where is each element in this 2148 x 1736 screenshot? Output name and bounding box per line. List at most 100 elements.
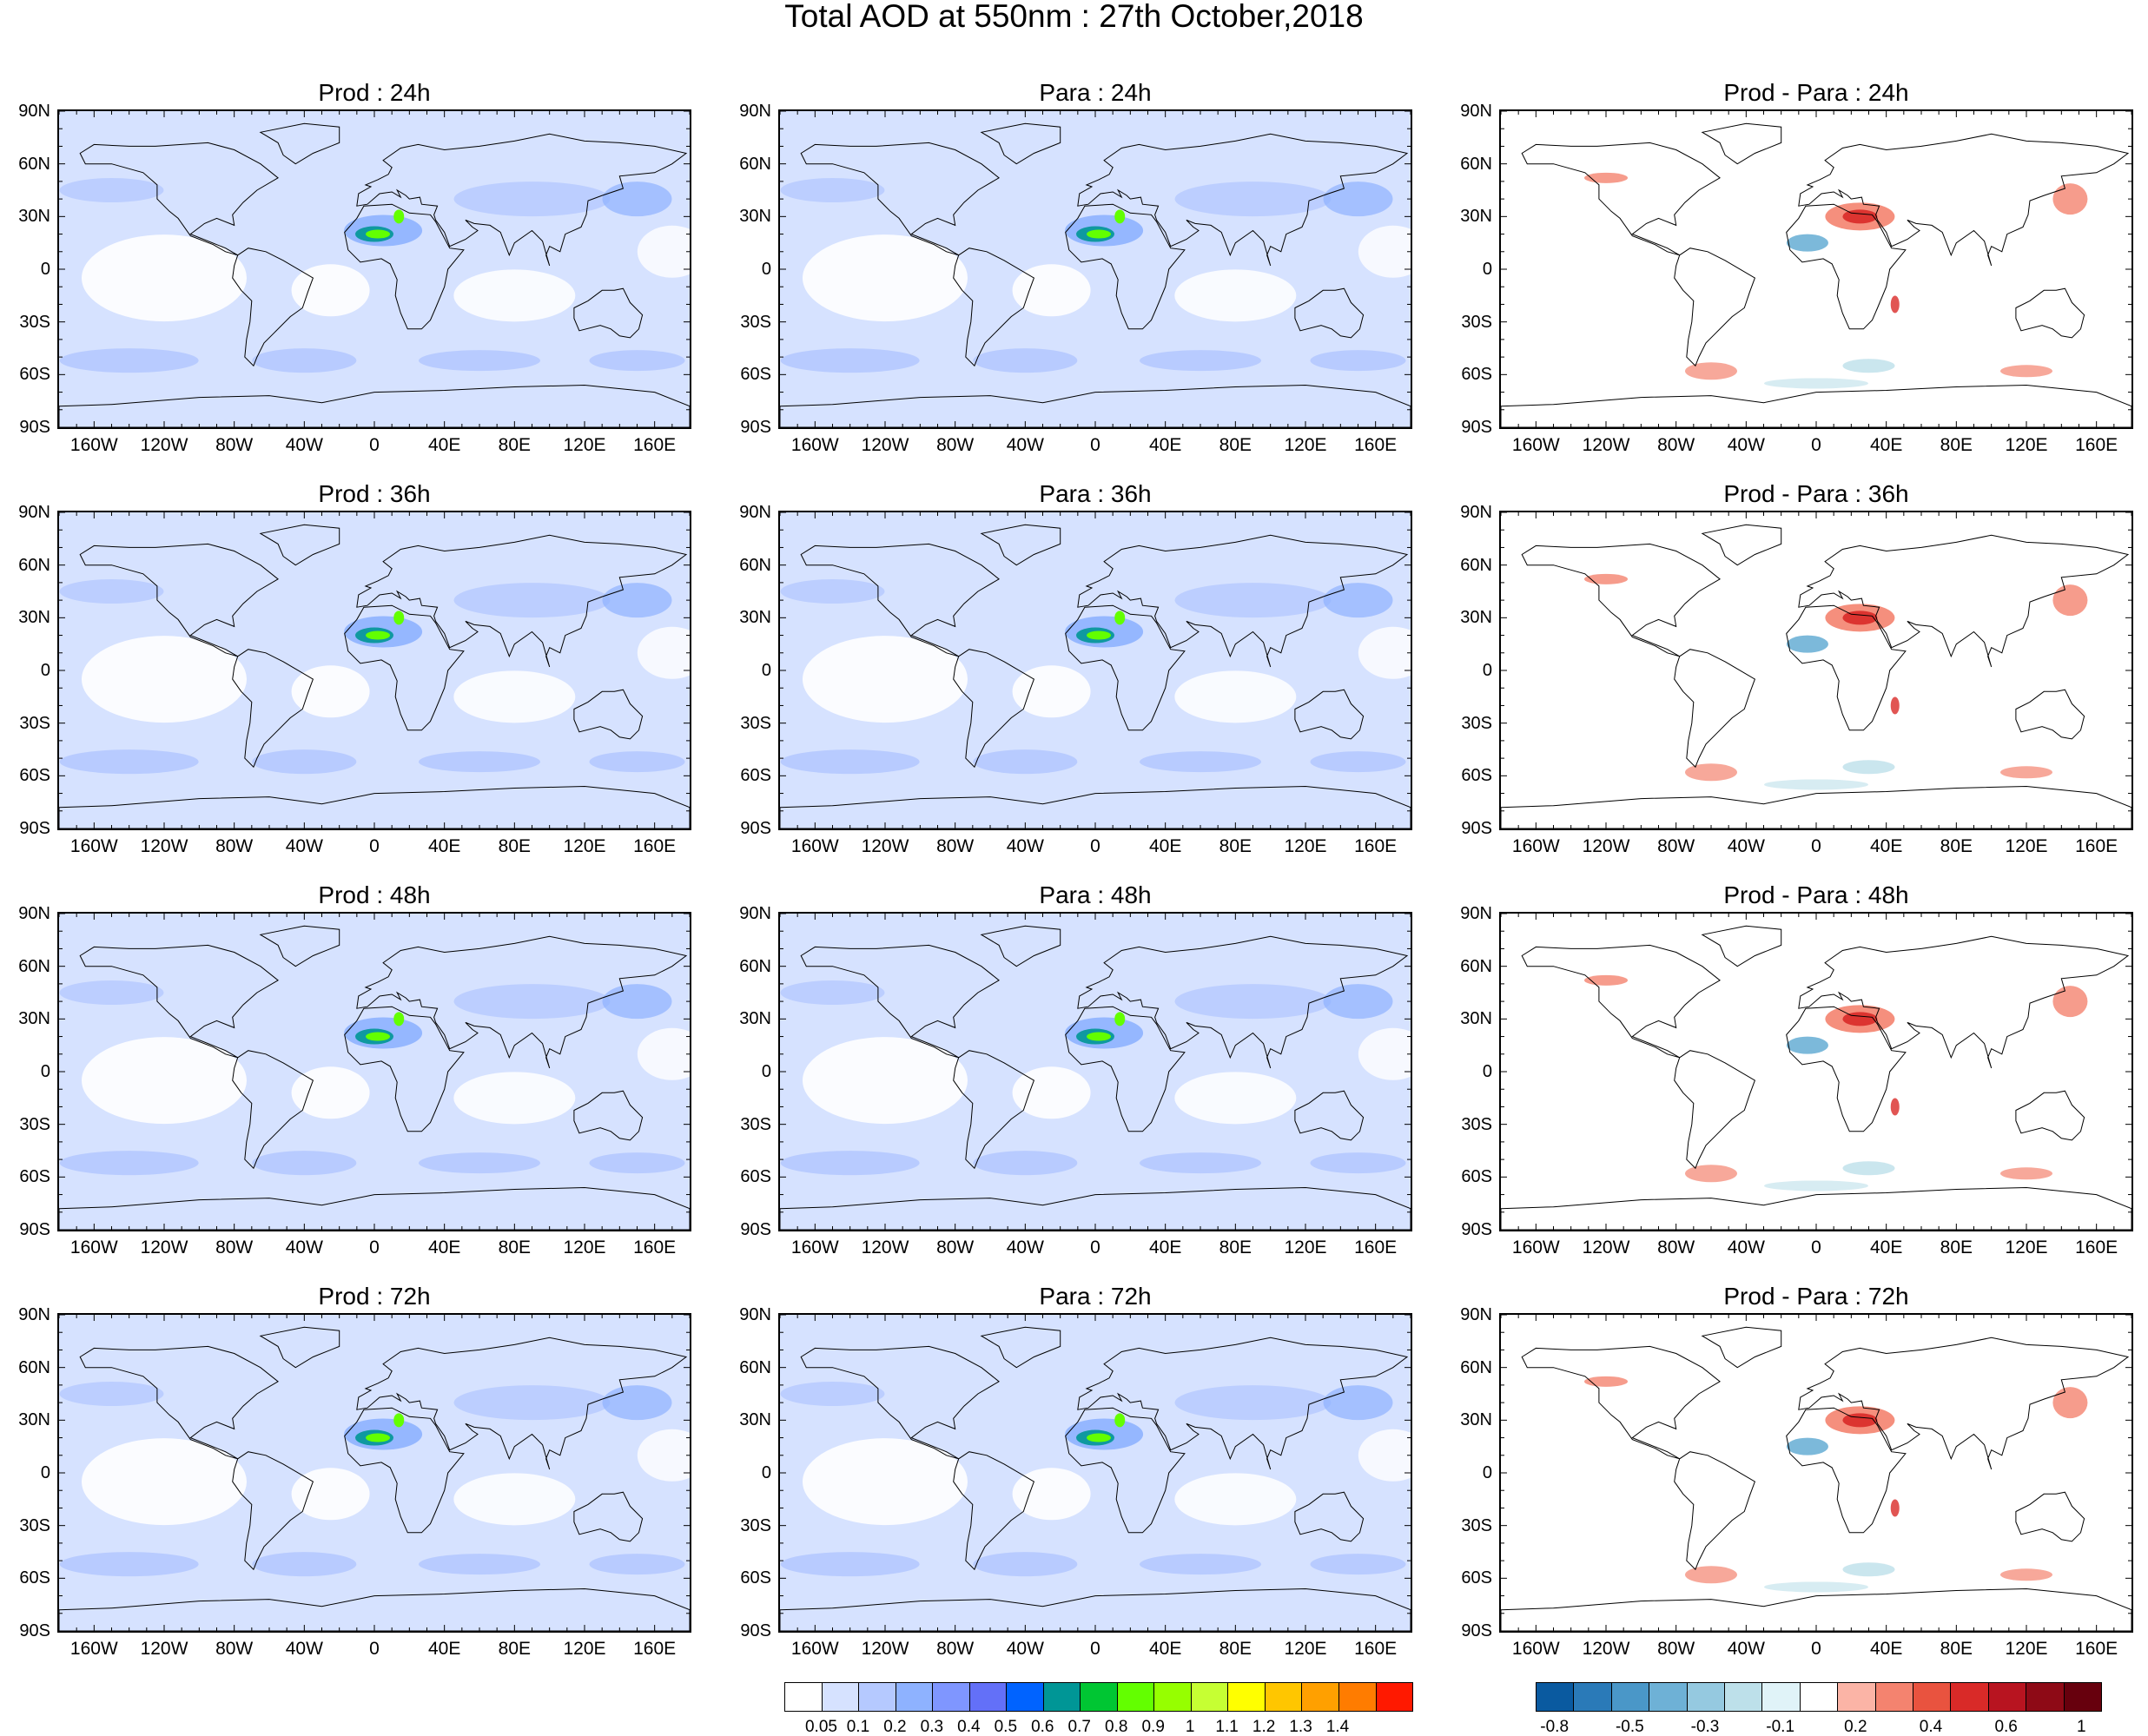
longitude-label: 0: [1090, 1238, 1100, 1257]
coastline: [1065, 604, 1186, 731]
latitude-label: 30S: [1461, 713, 1492, 733]
map-panel: Prod : 72h 90N 60N 30N 0 30S 60S 90S 160W 120W 80W…: [18, 1282, 691, 1664]
coastline: [780, 1186, 1411, 1230]
latitude-label: 90N: [739, 503, 771, 522]
latitude-label: 60N: [18, 555, 50, 575]
low-aod-area: [82, 636, 247, 723]
map-panel: Prod : 48h 90N 60N 30N 0 30S 60S 90S 160W 120W 80W…: [18, 881, 691, 1263]
latitude-label: 0: [1482, 1463, 1492, 1482]
low-aod-area: [82, 1037, 247, 1125]
aod-band: [780, 178, 885, 202]
coastline: [1501, 1186, 2131, 1230]
colorbar-swatch: [896, 1683, 934, 1711]
longitude-label: 160E: [2075, 435, 2118, 455]
coastline: [1521, 142, 1721, 256]
longitude-label: 160E: [1354, 1639, 1398, 1659]
coastline: [780, 785, 1411, 828]
world-map: [778, 1313, 1412, 1633]
latitude-label: 0: [761, 1062, 771, 1081]
dust-core: [1114, 209, 1126, 224]
latitude-label: 30N: [739, 608, 771, 628]
positive-difference: [1890, 295, 1900, 314]
panel-title: Para : 72h: [1039, 1283, 1152, 1310]
negative-difference: [1764, 1180, 1868, 1191]
longitude-label: 80E: [1219, 836, 1252, 856]
dust-core: [393, 611, 405, 625]
negative-difference: [1842, 1161, 1895, 1176]
dust-core: [366, 1433, 391, 1442]
positive-difference: [1890, 1098, 1900, 1116]
latitude-label: 0: [761, 260, 771, 279]
latitude-label: 60S: [1461, 1568, 1492, 1588]
latitude-label: 90S: [19, 1621, 50, 1640]
latitude-label: 90S: [19, 418, 50, 437]
world-map: [57, 912, 691, 1231]
negative-difference: [1786, 234, 1828, 252]
longitude-label: 40W: [1006, 1639, 1044, 1659]
dust-core: [366, 630, 391, 640]
latitude-label: 90S: [740, 1220, 771, 1239]
latitude-label: 0: [1482, 1062, 1492, 1081]
coastline: [1065, 203, 1186, 330]
coastline: [980, 524, 1061, 566]
aod-band: [453, 182, 611, 217]
latitude-label: 90N: [18, 102, 50, 121]
low-aod-area: [803, 636, 968, 723]
coastline: [1077, 1337, 1409, 1470]
panel-title: Prod - Para : 24h: [1723, 79, 1909, 106]
coastline: [79, 1345, 279, 1460]
map-panel: Prod : 36h 90N 60N 30N 0 30S 60S 90S 160W 120W 80W…: [18, 479, 691, 861]
longitude-label: 40W: [1006, 1238, 1044, 1257]
longitude-label: 120E: [2005, 836, 2048, 856]
coastline: [1501, 1587, 2131, 1631]
aod-band: [1174, 984, 1332, 1020]
coastline: [59, 785, 690, 828]
map-panel: Prod - Para : 36h 90N 60N 30N 0 30S 60S 90S 160W…: [1460, 479, 2133, 861]
colorbar-swatch: [1117, 1683, 1155, 1711]
map-svg: [780, 1315, 1411, 1631]
longitude-label: 80E: [1940, 1238, 1973, 1257]
low-aod-area: [1174, 1473, 1297, 1526]
latitude-label: 60S: [19, 365, 50, 385]
latitude-label: 0: [40, 661, 50, 680]
world-map: [1499, 109, 2133, 429]
coastline: [800, 1345, 1000, 1460]
dust-core: [366, 1032, 391, 1041]
longitude-label: 160E: [633, 1639, 677, 1659]
aod-band: [1310, 1554, 1406, 1575]
difference-colorbar-label: 0.4: [1919, 1718, 1943, 1736]
colorbar-swatch: [1875, 1683, 1914, 1711]
aod-band: [419, 350, 540, 372]
aod-band: [602, 984, 672, 1020]
longitude-label: 80W: [1657, 836, 1695, 856]
coastline: [344, 1407, 465, 1534]
coastline: [59, 1587, 690, 1631]
latitude-label: 60S: [19, 1167, 50, 1187]
latitude-label: 60N: [1460, 555, 1492, 575]
difference-colorbar-label: 0.2: [1844, 1718, 1867, 1736]
low-aod-area: [453, 670, 576, 723]
latitude-label: 0: [761, 661, 771, 680]
panel-title: Prod : 36h: [318, 480, 431, 507]
colorbar-swatch: [1228, 1683, 1266, 1711]
aod-band: [59, 579, 164, 604]
negative-difference: [1842, 359, 1895, 373]
positive-difference: [2052, 584, 2088, 617]
dust-core: [366, 229, 391, 239]
coastline: [344, 1006, 465, 1132]
longitude-label: 40E: [1869, 1639, 1903, 1659]
colorbar-swatch: [1611, 1683, 1650, 1711]
longitude-label: 120W: [1582, 435, 1630, 455]
longitude-label: 120E: [1284, 836, 1327, 856]
aod-band: [1310, 751, 1406, 773]
dust-core: [1114, 1012, 1126, 1026]
latitude-label: 30N: [739, 207, 771, 227]
world-map: [778, 109, 1412, 429]
positive-difference: [2052, 986, 2088, 1018]
latitude-label: 60S: [19, 1568, 50, 1588]
aod-band: [1140, 751, 1261, 773]
longitude-label: 0: [1090, 1639, 1100, 1659]
coastline: [2015, 1090, 2085, 1141]
positive-difference: [1584, 573, 1628, 584]
coastline: [2015, 689, 2085, 740]
